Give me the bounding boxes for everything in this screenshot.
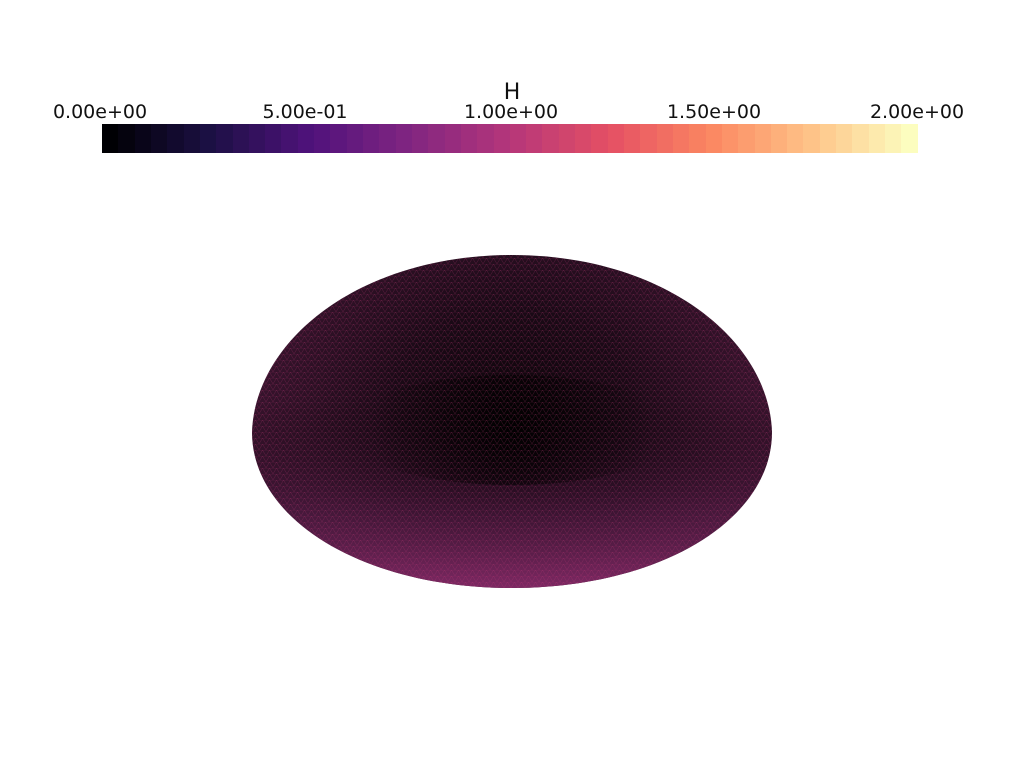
colorbar-band (509, 124, 527, 153)
colorbar-band (102, 124, 119, 153)
colorbar-band (379, 124, 396, 153)
colorbar-band (607, 124, 624, 153)
colorbar-band (183, 124, 200, 153)
colorbar-band (591, 124, 608, 153)
cell-surface (252, 255, 772, 588)
colorbar-band (167, 124, 184, 153)
colorbar-title: H (503, 80, 521, 105)
colorbar-band (558, 124, 576, 153)
colorbar-band (575, 124, 592, 153)
colorbar-band (624, 124, 641, 153)
colorbar-band (803, 124, 820, 153)
colorbar-band (656, 124, 673, 153)
colorbar-band (901, 124, 918, 153)
colorbar-band (526, 124, 543, 153)
colorbar-band (868, 124, 885, 153)
colorbar-band (363, 124, 380, 153)
colorbar-band (216, 124, 233, 153)
colorbar (102, 124, 918, 153)
colorbar-band (330, 124, 347, 153)
colorbar-tick-label: 1.50e+00 (666, 101, 762, 123)
colorbar-band (199, 124, 217, 153)
colorbar-band (411, 124, 429, 153)
colorbar-band (705, 124, 722, 153)
colorbar-band (460, 124, 478, 153)
colorbar-band (852, 124, 869, 153)
colorbar-band (672, 124, 690, 153)
colorbar-tick-label: 0.00e+00 (52, 101, 148, 123)
colorbar-tick-label: 1.00e+00 (463, 101, 559, 123)
colorbar-band (281, 124, 298, 153)
colorbar-band (738, 124, 755, 153)
colorbar-band (787, 124, 804, 153)
colorbar-band (640, 124, 657, 153)
colorbar-band (493, 124, 510, 153)
colorbar-band (118, 124, 135, 153)
colorbar-band (346, 124, 363, 153)
colorbar-band (754, 124, 771, 153)
colorbar-band (721, 124, 739, 153)
colorbar-band (314, 124, 331, 153)
colorbar-band (542, 124, 559, 153)
colorbar-band (689, 124, 706, 153)
colorbar-band (444, 124, 461, 153)
colorbar-tick-label: 5.00e-01 (262, 101, 348, 123)
colorbar-band (134, 124, 151, 153)
colorbar-band (297, 124, 315, 153)
colorbar-tick-label: 2.00e+00 (869, 101, 965, 123)
colorbar-band (836, 124, 853, 153)
colorbar-band (428, 124, 445, 153)
colorbar-band (477, 124, 494, 153)
colorbar-band (395, 124, 412, 153)
colorbar-band (770, 124, 788, 153)
colorbar-band (248, 124, 266, 153)
colorbar-band (265, 124, 282, 153)
colorbar-band (232, 124, 249, 153)
colorbar-band (885, 124, 902, 153)
colorbar-band (819, 124, 837, 153)
colorbar-band (150, 124, 168, 153)
